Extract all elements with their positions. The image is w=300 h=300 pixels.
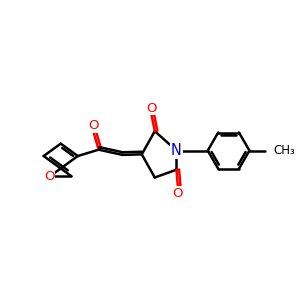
Text: O: O [146,101,157,115]
Text: N: N [171,143,182,158]
Text: O: O [88,119,99,132]
Text: O: O [173,187,183,200]
Text: CH₃: CH₃ [273,144,295,157]
Text: O: O [44,169,55,183]
